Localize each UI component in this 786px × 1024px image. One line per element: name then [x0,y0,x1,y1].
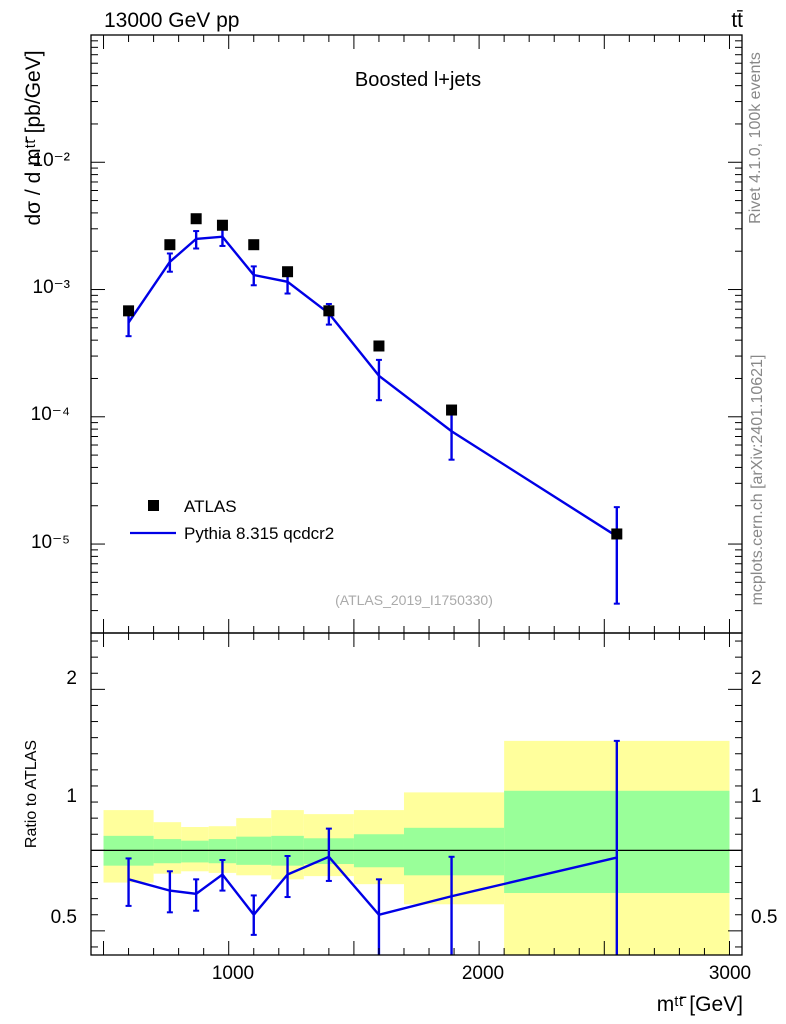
ratio-ytick-label-right-2: 2 [751,668,762,689]
header-left-label: 13000 GeV pp [104,9,239,32]
atlas-point [190,213,202,225]
ratio-ytick-label-right-0.5: 0.5 [751,907,777,928]
ratio-ytick-label-left-0.5: 0.5 [51,907,77,928]
rivet-version-label: Rivet 4.1.0, 100k events [747,52,764,224]
legend: ATLAS Pythia 8.315 qcdcr2 [130,497,334,543]
ratio-ytick-label-left-1: 1 [66,786,77,807]
ratio-bands [103,740,730,955]
ratio-inner-band [181,840,209,863]
ytick-label-1e-5: 10⁻⁵ [31,532,70,553]
ytick-label-1e-3: 10⁻³ [33,277,71,298]
atlas-point [282,266,294,278]
main-axis-ticks [91,35,742,634]
atlas-point [164,239,176,251]
atlas-point [323,305,335,317]
ytick-label-1e-4: 10⁻⁴ [31,404,70,425]
xtick-label-3000: 3000 [709,963,751,984]
legend-atlas-marker [148,500,159,511]
main-panel: Boosted l+jets (ATLAS_2019_I1750330) dσ … [22,34,743,634]
mcplots-source-label: mcplots.cern.ch [arXiv:2401.10621] [749,355,766,606]
ratio-axis-ticks [91,633,742,955]
ytick-label-1e-2: 10⁻² [33,150,71,171]
atlas-point [216,219,228,231]
atlas-point [446,404,458,416]
pythia-line [127,235,618,538]
atlas-point [123,305,135,317]
main-marks [123,213,623,605]
legend-atlas-label: ATLAS [184,497,237,516]
ratio-line [128,855,618,917]
main-ylabel: dσ / d mᵗᵗ̄ [pb/GeV] [22,50,45,225]
main-title: Boosted l+jets [355,69,481,91]
analysis-label: (ATLAS_2019_I1750330) [335,592,493,608]
legend-pythia-label: Pythia 8.315 qcdcr2 [184,524,334,543]
ratio-inner-band [153,839,182,864]
ratio-xlabel: mᵗᵗ̄ [GeV] [657,993,743,1016]
atlas-point [248,239,260,251]
ratio-marks [125,739,620,955]
ratio-ytick-label-left-2: 2 [66,668,77,689]
main-panel-frame [90,34,743,634]
atlas-point [611,528,623,540]
ratio-ylabel: Ratio to ATLAS [23,740,40,848]
ratio-inner-band [403,827,505,876]
ratio-panel-frame [90,632,743,956]
xtick-label-2000: 2000 [462,963,504,984]
xtick-label-1000: 1000 [212,963,254,984]
atlas-point [373,340,385,352]
header-right-label: tt̄ [731,9,743,32]
ratio-ytick-label-right-1: 1 [751,786,762,807]
ratio-panel: Ratio to ATLAS 2 1 0.5 2 1 0.5 1000 2000… [23,632,777,1016]
